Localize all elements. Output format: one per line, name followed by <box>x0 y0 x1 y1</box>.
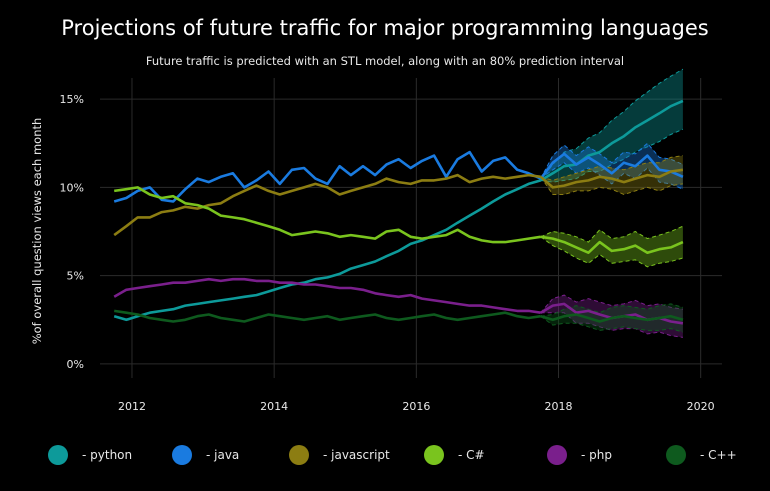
x-tick-label: 2012 <box>118 400 146 413</box>
series-line-javascript <box>113 173 541 237</box>
interval-band-csharp <box>540 226 683 267</box>
legend-item-csharp: - C# <box>424 440 485 470</box>
legend-label-php: - php <box>581 448 612 462</box>
interval-upper-javascript <box>540 155 683 181</box>
series-line-python <box>113 179 542 322</box>
x-tick-label: 2020 <box>687 400 715 413</box>
chart-subtitle: Future traffic is predicted with an STL … <box>145 54 625 68</box>
x-tick-label: 2014 <box>260 400 288 413</box>
series-line-java <box>113 150 542 203</box>
interval-lower-csharp <box>540 236 684 268</box>
series-line-php <box>113 277 541 314</box>
interval-upper-php <box>540 294 683 314</box>
forecast-line-java <box>539 152 684 180</box>
x-tick-label: 2016 <box>402 400 430 413</box>
legend-swatch-csharp <box>424 445 444 465</box>
legend-item-python: - python <box>48 440 132 470</box>
forecast-line-csharp <box>540 235 684 254</box>
series-line-csharp <box>114 186 541 244</box>
legend-label-java: - java <box>206 448 240 462</box>
forecast-line-javascript <box>539 168 684 189</box>
y-tick-label: 15% <box>60 93 84 106</box>
interval-upper-java <box>540 142 684 179</box>
interval-lower-java <box>540 162 684 190</box>
series-lines <box>113 99 684 325</box>
legend-label-cpp: - C++ <box>700 448 737 462</box>
interval-upper-cpp <box>540 303 684 317</box>
y-tick-label: 10% <box>60 181 84 194</box>
legend-swatch-java <box>172 445 192 465</box>
tick-labels: 0% 5% 10% 15% 2012 2014 2016 2018 2020 <box>60 93 715 413</box>
y-tick-label: 0% <box>67 358 84 371</box>
legend-label-csharp: - C# <box>458 448 485 462</box>
legend-swatch-python <box>48 445 68 465</box>
legend-item-java: - java <box>172 440 239 470</box>
interval-lower-python <box>540 128 684 183</box>
legend-label-python: - python <box>82 448 133 462</box>
interval-band-javascript <box>540 155 683 195</box>
series-line-cpp <box>114 309 541 323</box>
prediction-intervals <box>540 68 684 338</box>
legend-swatch-javascript <box>289 445 309 465</box>
interval-band-python <box>540 69 683 183</box>
legend-swatch-cpp <box>666 445 686 465</box>
legend-item-php: - php <box>547 440 612 470</box>
interval-upper-csharp <box>540 225 684 243</box>
y-tick-label: 5% <box>67 270 84 283</box>
interval-upper-python <box>540 68 684 181</box>
legend-label-javascript: - javascript <box>323 448 390 462</box>
interval-lower-php <box>540 312 683 338</box>
legend-swatch-php <box>547 445 567 465</box>
chart-title: Projections of future traffic for major … <box>61 16 709 40</box>
forecast-line-python <box>540 99 684 182</box>
legend-item-javascript: - javascript <box>289 440 390 470</box>
x-tick-label: 2018 <box>545 400 573 413</box>
legend-item-cpp: - C++ <box>666 440 737 470</box>
forecast-line-cpp <box>540 313 684 323</box>
legend: - python - java - javascript - C# - php … <box>0 440 770 470</box>
